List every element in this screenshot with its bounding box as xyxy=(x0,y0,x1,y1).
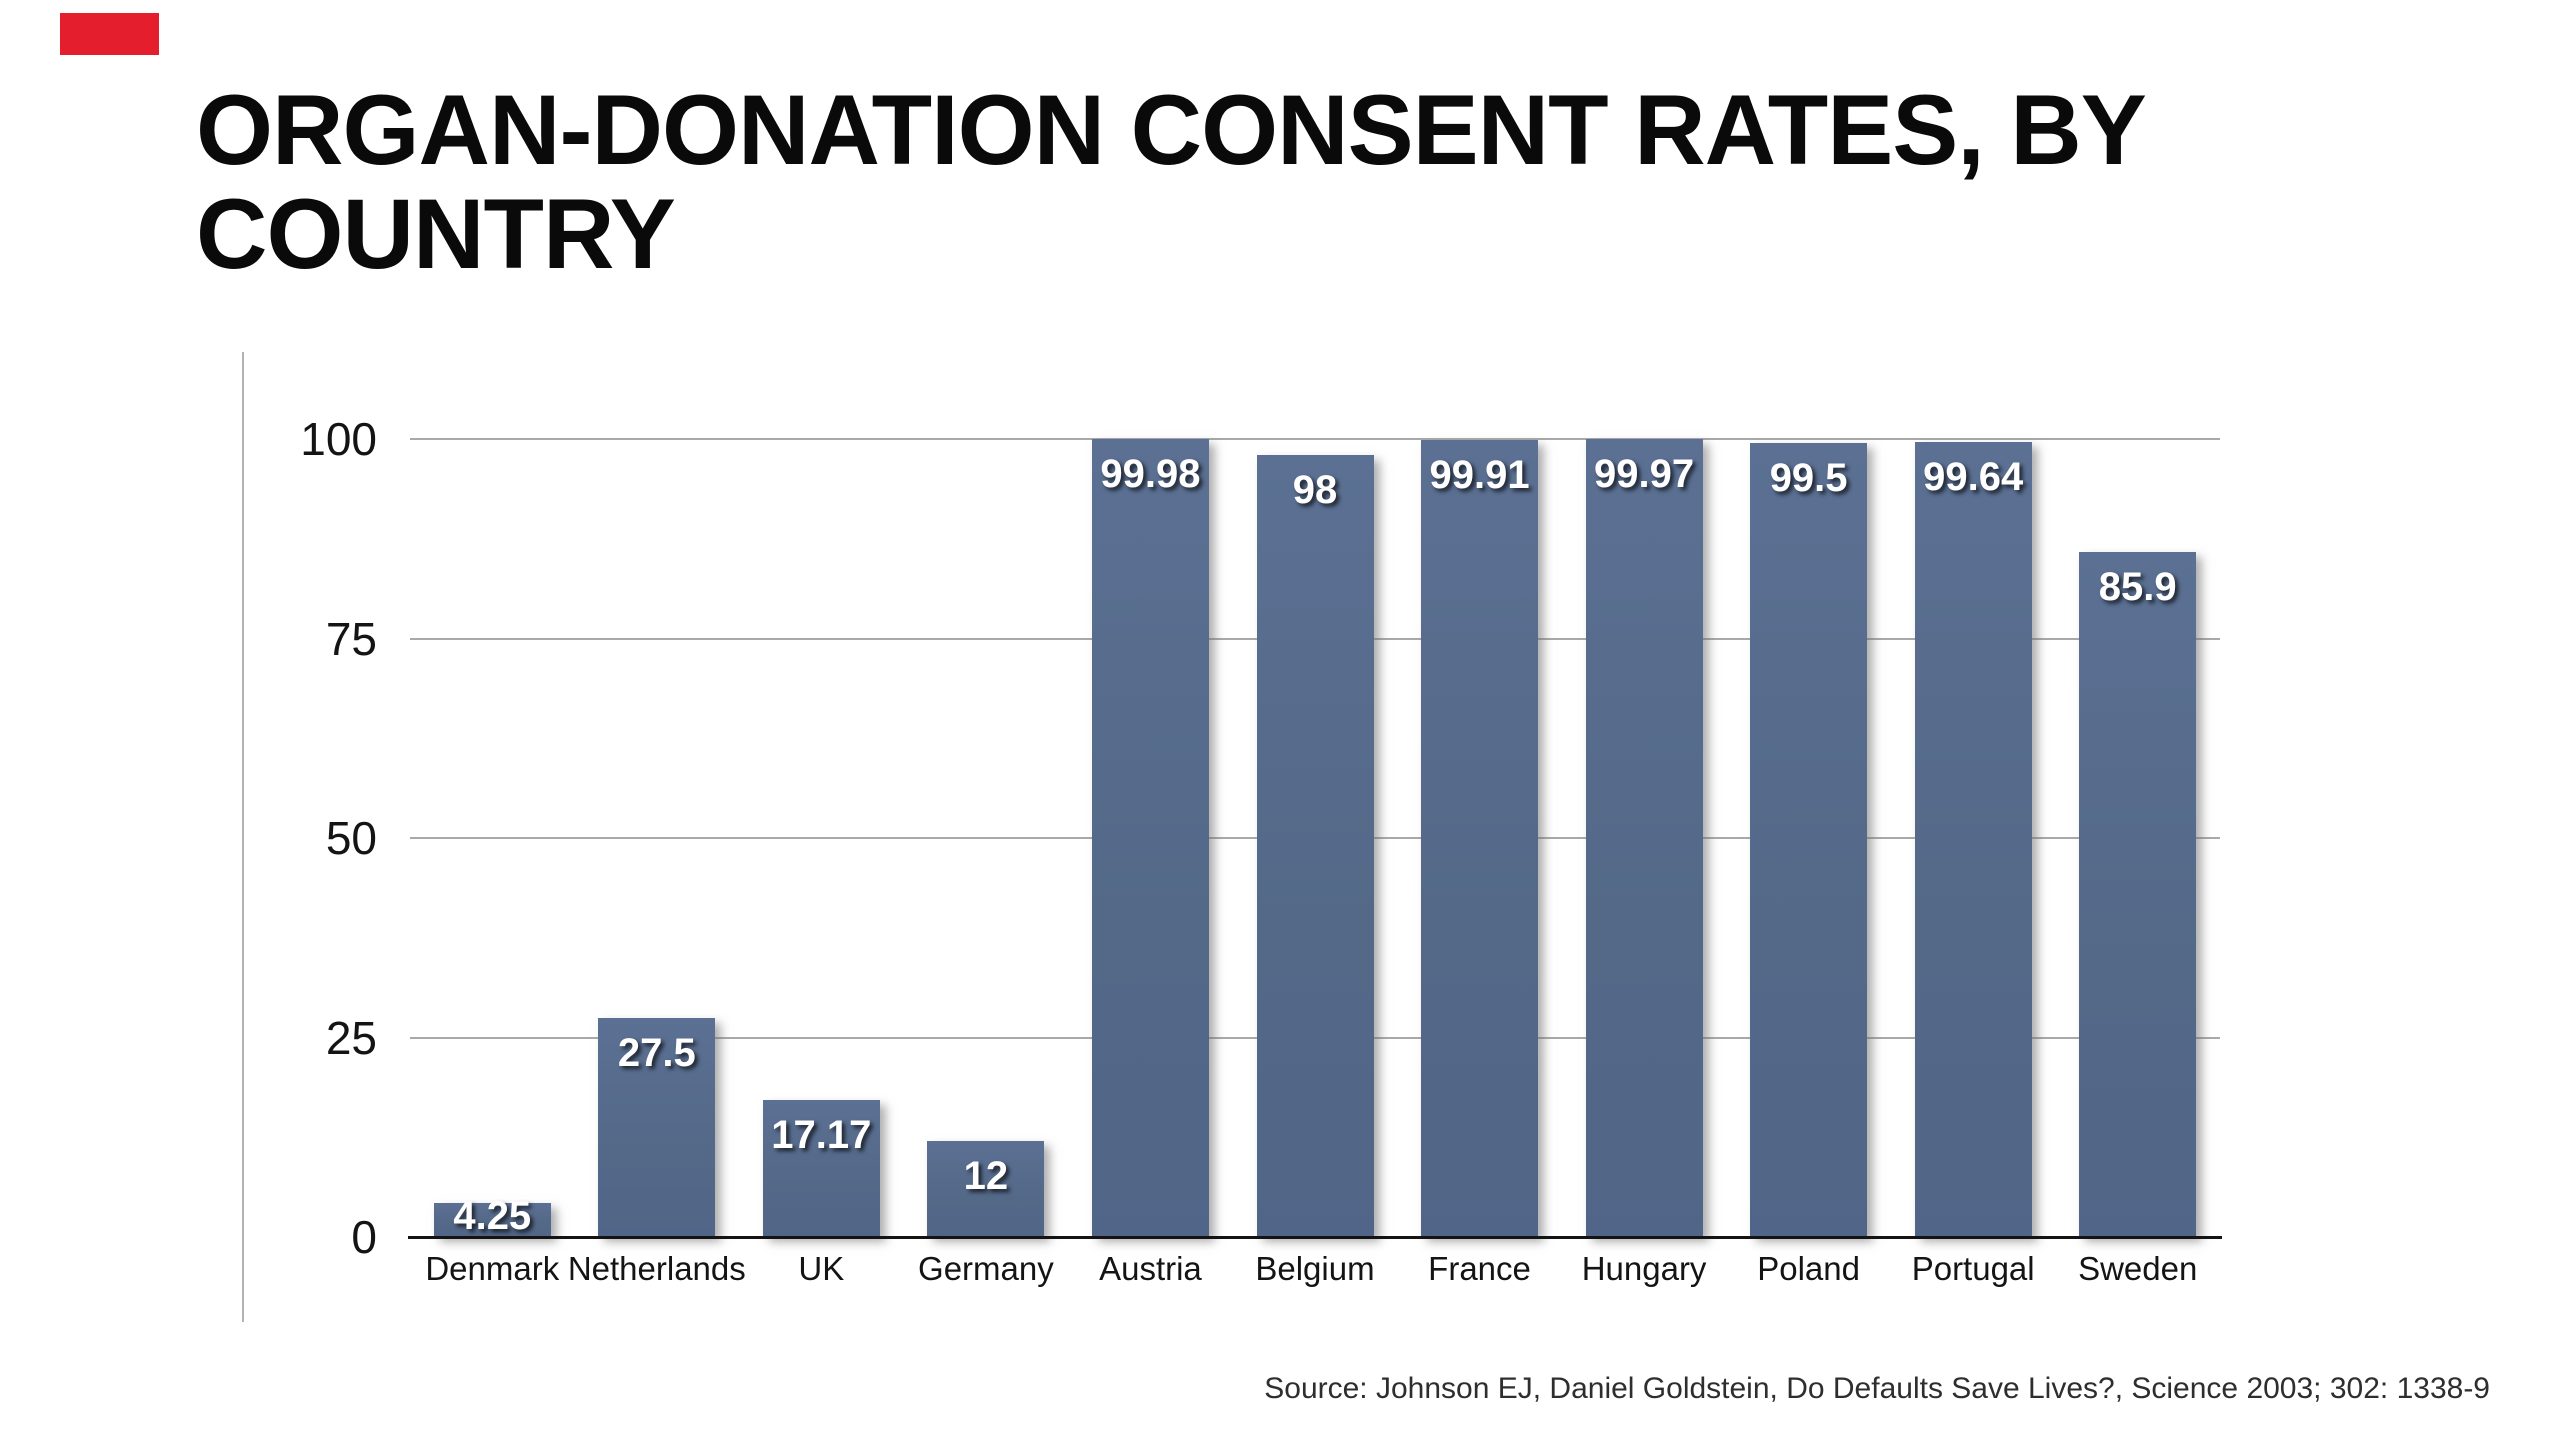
x-category-label-netherlands: Netherlands xyxy=(567,1250,746,1287)
bar-value-label-sweden: 85.9 xyxy=(2098,564,2177,609)
bar-value-label-hungary: 99.97 xyxy=(1594,452,1695,497)
bar-austria xyxy=(1091,439,1209,1237)
y-tick-label-75: 75 xyxy=(325,612,377,665)
bar-value-label-denmark: 4.25 xyxy=(453,1194,532,1239)
bar-poland xyxy=(1750,442,1868,1237)
x-category-label-austria: Austria xyxy=(1099,1250,1202,1287)
bar-value-label-portugal: 99.64 xyxy=(1923,454,2024,499)
bar-uk xyxy=(762,1099,880,1237)
x-category-label-france: France xyxy=(1428,1250,1531,1287)
bar-value-label-netherlands: 27.5 xyxy=(617,1030,696,1075)
bar-value-label-poland: 99.5 xyxy=(1769,455,1848,500)
gridline-100 xyxy=(410,438,2220,440)
x-category-label-poland: Poland xyxy=(1757,1250,1860,1287)
bar-hungary xyxy=(1585,439,1703,1237)
bar-belgium xyxy=(1256,454,1374,1237)
x-category-label-portugal: Portugal xyxy=(1911,1250,2035,1287)
bar-value-label-austria: 99.98 xyxy=(1100,452,1201,497)
title-line-2: COUNTRY xyxy=(196,178,676,289)
bar-france xyxy=(1421,439,1539,1237)
y-tick-label-25: 25 xyxy=(325,1011,377,1064)
x-category-label-hungary: Hungary xyxy=(1581,1250,1707,1287)
y-tick-label-0: 0 xyxy=(351,1211,377,1263)
x-axis-line xyxy=(408,1236,2222,1239)
bar-value-label-france: 99.91 xyxy=(1429,452,1530,497)
bar-value-label-uk: 17.17 xyxy=(771,1112,872,1157)
x-category-label-germany: Germany xyxy=(918,1250,1054,1287)
x-category-label-denmark: Denmark xyxy=(425,1250,560,1287)
bar-portugal xyxy=(1914,441,2032,1237)
bar-value-label-belgium: 98 xyxy=(1292,467,1338,512)
y-axis-rule xyxy=(242,352,244,1322)
bar-germany xyxy=(927,1141,1045,1237)
x-category-label-belgium: Belgium xyxy=(1255,1250,1375,1287)
x-category-label-sweden: Sweden xyxy=(2078,1250,2198,1287)
source-citation: Source: Johnson EJ, Daniel Goldstein, Do… xyxy=(1264,1372,2490,1405)
bar-netherlands xyxy=(598,1017,716,1237)
bar-value-label-germany: 12 xyxy=(963,1154,1009,1199)
bar-sweden xyxy=(2079,551,2197,1237)
x-category-label-uk: UK xyxy=(798,1250,845,1287)
red-accent-mark xyxy=(60,13,159,55)
y-tick-label-50: 50 xyxy=(325,812,377,864)
y-tick-label-100: 100 xyxy=(300,413,377,465)
bar-denmark xyxy=(433,1203,551,1237)
title-line-1: ORGAN-DONATION CONSENT RATES, BY xyxy=(196,74,2147,185)
slide-title: ORGAN-DONATION CONSENT RATES, BY COUNTRY xyxy=(196,78,2466,286)
